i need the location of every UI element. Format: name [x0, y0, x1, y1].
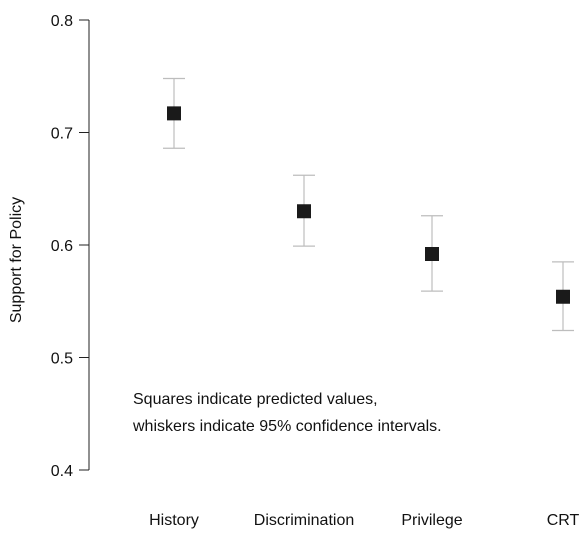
predicted-value-marker — [297, 204, 311, 219]
y-tick-label: 0.8 — [51, 13, 73, 30]
annotation-line-1: Squares indicate predicted values, — [133, 391, 378, 408]
y-tick-label: 0.5 — [51, 351, 73, 368]
y-axis-title: Support for Policy — [8, 197, 25, 323]
category-label: CRT — [547, 512, 580, 529]
predicted-value-marker — [556, 289, 570, 304]
category-label: Privilege — [401, 512, 462, 529]
category-label: History — [149, 512, 199, 529]
predicted-value-marker — [167, 106, 181, 121]
predicted-value-points — [167, 106, 570, 304]
category-labels: History Discrimination Privilege CRT — [149, 512, 579, 529]
y-tick-label: 0.6 — [51, 238, 73, 255]
y-tick-label: 0.4 — [51, 463, 73, 480]
category-label: Discrimination — [254, 512, 354, 529]
predicted-value-marker — [425, 247, 439, 261]
y-tick-label: 0.7 — [51, 126, 73, 143]
y-ticks: 0.4 0.5 0.6 0.7 0.8 — [51, 13, 89, 480]
annotation-line-2: whiskers indicate 95% confidence interva… — [132, 418, 442, 435]
confidence-whiskers — [163, 77, 574, 332]
